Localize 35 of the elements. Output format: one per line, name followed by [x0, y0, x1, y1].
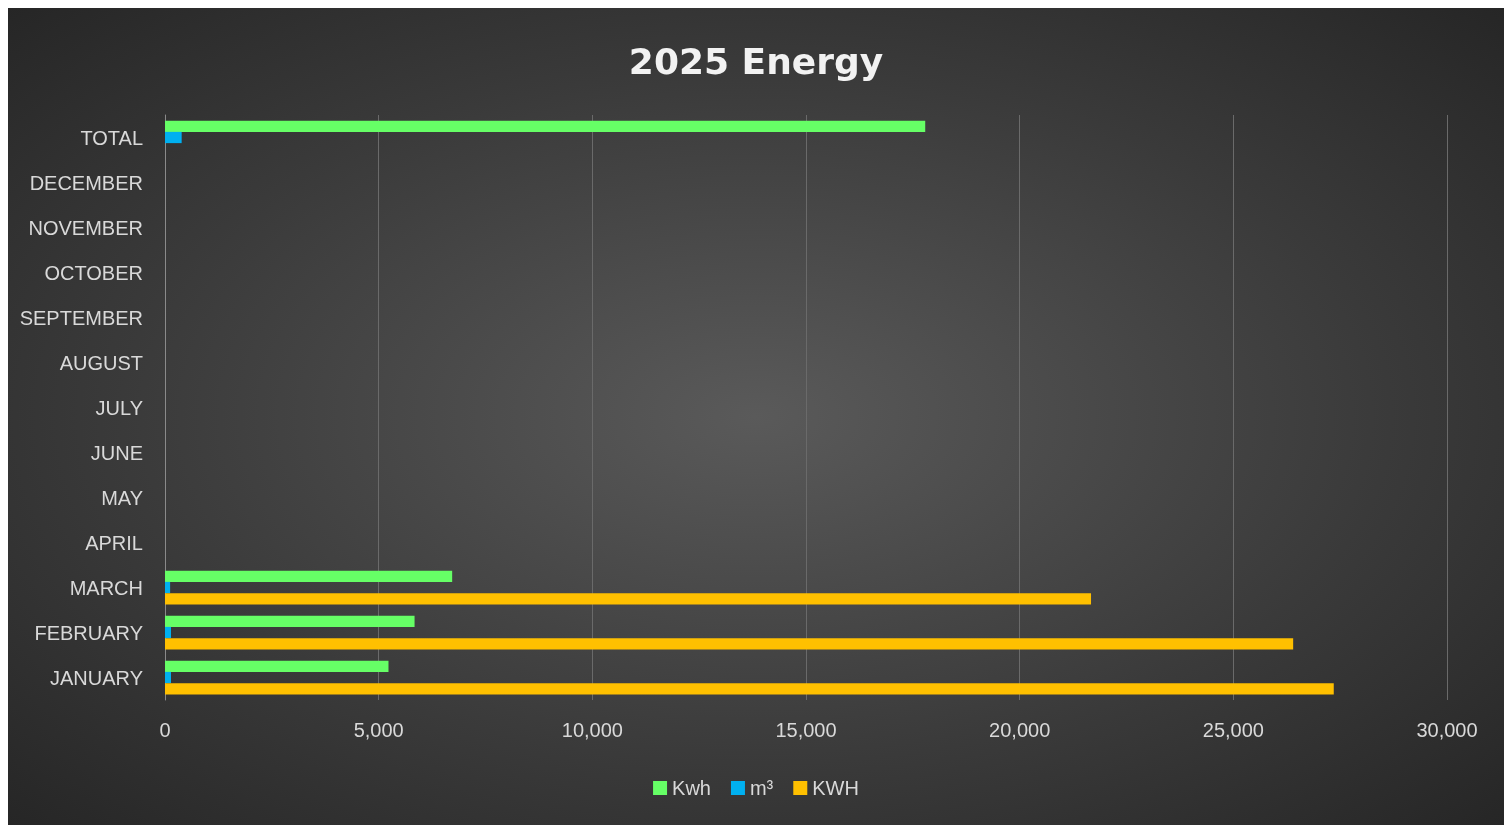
bar: [165, 615, 415, 627]
y-tick-label: SEPTEMBER: [19, 306, 143, 329]
legend-label: KWH: [812, 777, 859, 799]
bar: [165, 120, 926, 132]
y-tick-label: JANUARY: [50, 666, 143, 689]
bar: [165, 671, 171, 684]
legend-label: Kwh: [672, 777, 711, 799]
bar: [165, 131, 182, 144]
x-tick-label: 10,000: [561, 719, 623, 741]
x-tick-label: 25,000: [1202, 719, 1264, 741]
bar: [165, 683, 1334, 695]
y-tick-label: JULY: [95, 396, 143, 419]
y-tick-label: NOVEMBER: [28, 216, 143, 239]
y-tick-label: FEBRUARY: [34, 621, 143, 644]
x-tick-label: 0: [159, 719, 171, 741]
y-tick-label: OCTOBER: [44, 261, 143, 284]
y-tick-label: AUGUST: [59, 351, 143, 374]
y-tick-label: APRIL: [85, 531, 143, 554]
bar: [165, 660, 389, 672]
bar: [165, 581, 171, 594]
y-tick-label: JUNE: [90, 441, 143, 464]
x-tick-label: 30,000: [1416, 719, 1478, 741]
x-tick-label: 5,000: [353, 719, 404, 741]
bar: [165, 638, 1294, 650]
y-tick-label: MARCH: [69, 576, 143, 599]
x-tick-label: 15,000: [775, 719, 837, 741]
x-tick-label: 20,000: [989, 719, 1051, 741]
legend-label: m³: [749, 777, 774, 799]
y-tick-label: DECEMBER: [29, 171, 143, 194]
y-tick-label: TOTAL: [80, 126, 143, 149]
y-tick-label: MAY: [101, 486, 143, 509]
bar: [165, 593, 1092, 605]
bar: [165, 570, 453, 582]
bar: [165, 626, 171, 639]
chart-title: 2025 Energy: [628, 40, 884, 82]
